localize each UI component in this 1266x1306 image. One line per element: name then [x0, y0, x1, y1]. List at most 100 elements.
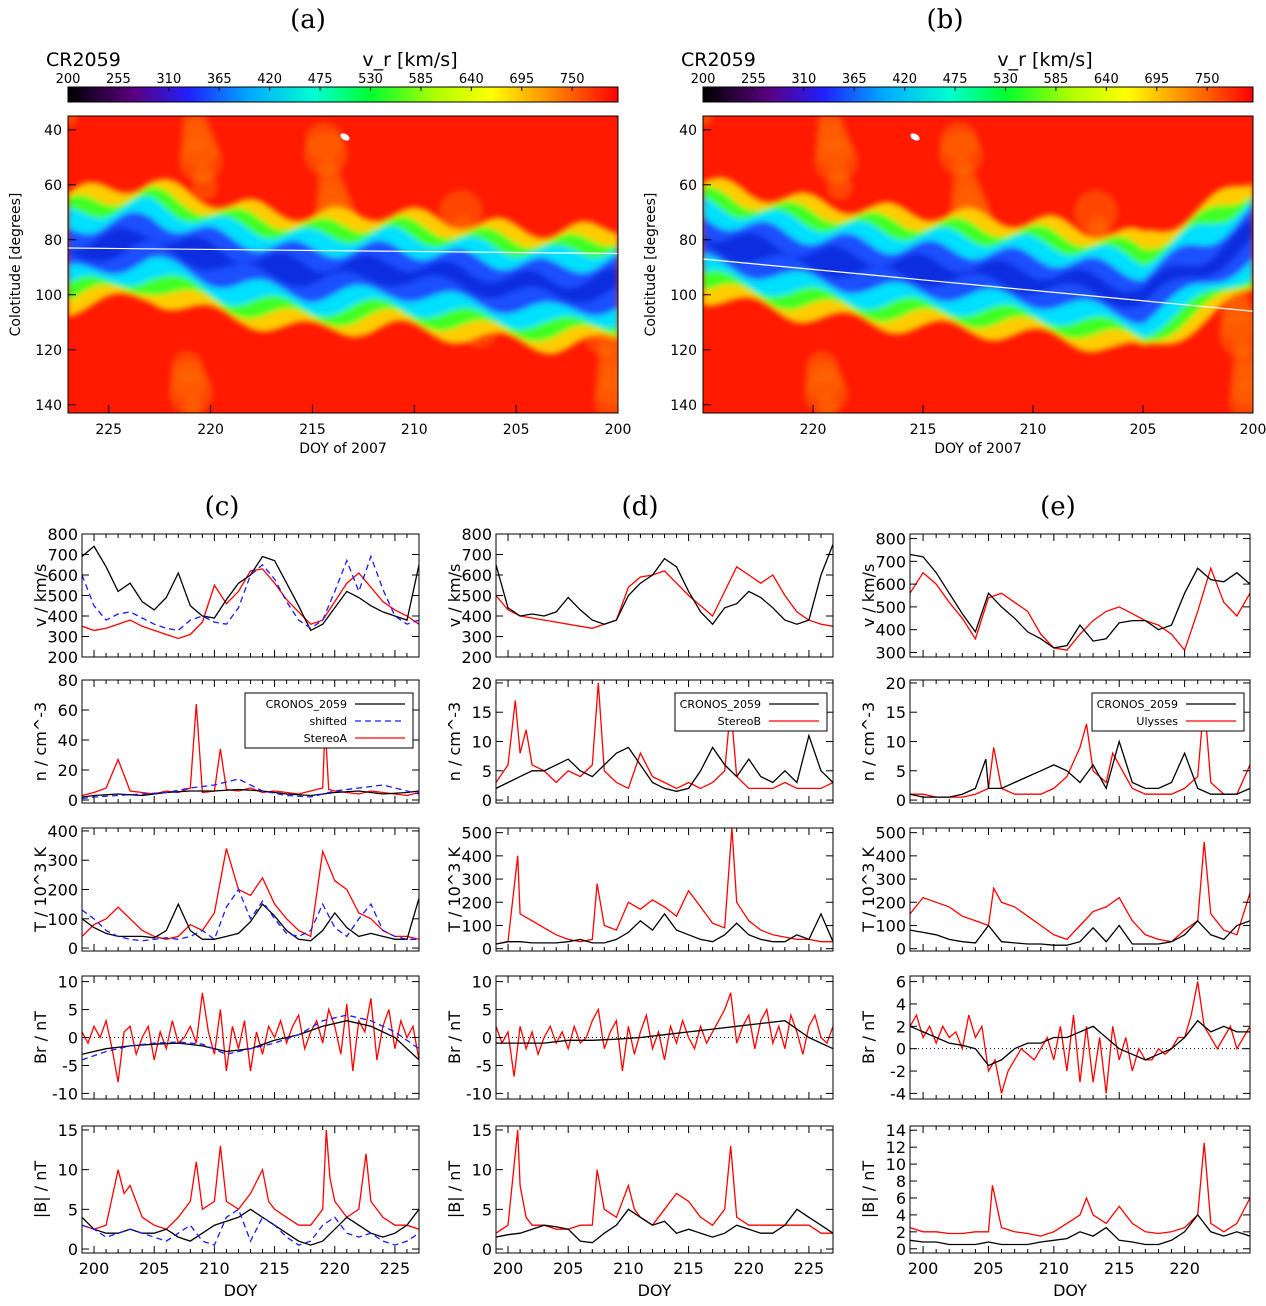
- y-tick-label: 0: [896, 940, 906, 959]
- map-frame: [67, 115, 619, 414]
- y-tick-label: 60: [679, 178, 697, 194]
- y-axis-label: Br / nT: [445, 1011, 464, 1064]
- y-tick-label: 5: [68, 1200, 78, 1219]
- x-tick-label: 215: [259, 1259, 290, 1278]
- y-tick-label: 140: [670, 398, 697, 414]
- legend-entry-label: CRONOS_2059: [680, 698, 761, 711]
- y-tick-label: 0: [68, 1029, 78, 1048]
- texture-blob: [817, 116, 843, 135]
- x-tick-label: 215: [910, 422, 937, 438]
- y-tick-label: 60: [44, 178, 62, 194]
- x-tick-label: 215: [673, 1259, 704, 1278]
- series-line-cronos-2059: [910, 919, 1250, 946]
- colorbar-tick-label: 255: [106, 72, 131, 87]
- y-tick-label: 120: [35, 343, 62, 359]
- x-tick-label: 225: [794, 1259, 825, 1278]
- y-tick-label: 14: [886, 1121, 906, 1140]
- spacecraft-trajectory: [703, 258, 1253, 312]
- subplot-row-2: 0 5 10 15 20 n / cm^-3 CRONOS_2059 Ulysses: [859, 674, 1251, 810]
- legend: CRONOS_2059 Ulysses: [1091, 692, 1245, 732]
- legend-entry-label: CRONOS_2059: [266, 698, 347, 711]
- series-line-cronos-2059: [910, 553, 1250, 649]
- panel-label: (e): [1040, 492, 1076, 522]
- y-tick-label: 100: [875, 916, 906, 935]
- band-layer: [68, 227, 618, 304]
- y-tick-label: 200: [461, 648, 492, 667]
- y-tick-label: -5: [62, 1056, 78, 1075]
- series-line-shifted: [82, 888, 419, 942]
- y-axis-label: Br / nT: [31, 1011, 50, 1064]
- y-tick-label: 15: [58, 1121, 78, 1140]
- y-tick-label: 300: [47, 851, 78, 870]
- map-panel-a: (a) CR2059 v_r [km/s] 200 255 310 365 420 475 530…: [8, 5, 631, 457]
- y-tick-label: 400: [461, 607, 492, 626]
- plot-frame: [495, 827, 834, 952]
- texture-blob: [1074, 190, 1118, 234]
- series-line-ulysses: [910, 566, 1250, 652]
- y-tick-label: 5: [482, 1001, 492, 1020]
- series-line-cronos-2059: [82, 788, 419, 798]
- y-tick-label: 300: [461, 628, 492, 647]
- legend-box: [674, 692, 828, 732]
- x-tick-label: 220: [197, 422, 224, 438]
- y-tick-label: 0: [482, 791, 492, 810]
- subplot-row-2: 0 5 10 15 20 n / cm^-3 CRONOS_2059 StereoB: [445, 674, 834, 810]
- y-tick-label: 80: [44, 233, 62, 249]
- y-tick-label: 10: [472, 973, 492, 992]
- x-axis-label: DOY of 2007: [299, 441, 387, 457]
- y-tick-label: 0: [482, 940, 492, 959]
- y-tick-label: 4: [896, 995, 906, 1014]
- x-tick-label: 215: [1104, 1259, 1135, 1278]
- y-tick-label: 800: [875, 530, 906, 549]
- heatmap-image: [68, 116, 618, 413]
- map-frame: [702, 115, 1254, 414]
- panel-label: (d): [622, 492, 659, 522]
- y-tick-label: 10: [58, 1161, 78, 1180]
- x-tick-label: 210: [401, 422, 428, 438]
- texture-blob: [439, 190, 483, 234]
- y-tick-label: 300: [47, 628, 78, 647]
- y-tick-label: 60: [58, 701, 78, 720]
- y-tick-label: 5: [482, 762, 492, 781]
- x-tick-label: 205: [973, 1259, 1004, 1278]
- y-tick-label: 10: [58, 973, 78, 992]
- series-line-cronos-2059: [82, 898, 419, 942]
- colorbar-tick-label: 475: [308, 72, 333, 87]
- y-axis-label: |B| / nT: [859, 1161, 878, 1218]
- y-tick-label: 40: [44, 123, 62, 139]
- y-tick-label: 10: [472, 1161, 492, 1180]
- plot-frame: [909, 827, 1251, 952]
- x-tick-label: 205: [553, 1259, 584, 1278]
- x-tick-label: 215: [299, 422, 326, 438]
- x-axis-label: DOY: [638, 1281, 672, 1300]
- series-line-cronos-2059: [496, 1020, 833, 1050]
- legend: CRONOS_2059 StereoB: [674, 692, 828, 732]
- subplot-row-5: 0 5 10 15 |B| / nT 200 205 210 215 220 225 DOY: [31, 1121, 420, 1300]
- colorbar-tick-label: 365: [207, 72, 232, 87]
- y-tick-label: -4: [890, 1084, 906, 1103]
- slow-wind-band: [703, 177, 1253, 353]
- y-tick-label: 4: [896, 1206, 906, 1225]
- panel-label: (a): [290, 5, 326, 35]
- series-line-shifted: [82, 1208, 419, 1246]
- colorbar-tick-label: 750: [560, 72, 585, 87]
- x-tick-label: 220: [319, 1259, 350, 1278]
- y-tick-label: 300: [461, 870, 492, 889]
- colorbar: [702, 86, 1254, 103]
- y-tick-label: 15: [472, 703, 492, 722]
- colorbar-tick-label: 640: [459, 72, 484, 87]
- series-line-stereob: [496, 828, 833, 945]
- colorbar-tick-label: 200: [691, 72, 716, 87]
- colorbar-tick-label: 420: [892, 72, 917, 87]
- legend-entry-label: Ulysses: [1136, 715, 1178, 728]
- series-line-cronos-2059: [496, 733, 833, 792]
- legend-entry-label: StereoB: [718, 715, 761, 728]
- subplot-row-1: 300 400 500 600 700 800 v / km/s: [859, 530, 1251, 662]
- series-line-cronos-2059: [496, 544, 833, 626]
- y-tick-label: 5: [896, 762, 906, 781]
- y-tick-label: 400: [47, 607, 78, 626]
- y-tick-label: 0: [896, 1040, 906, 1059]
